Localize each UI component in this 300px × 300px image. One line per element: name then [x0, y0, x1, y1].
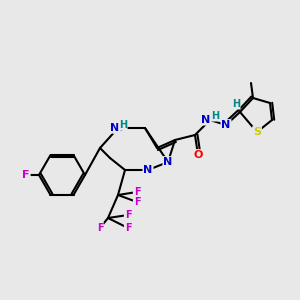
Text: H: H: [211, 111, 219, 121]
Text: F: F: [97, 223, 103, 233]
Text: F: F: [134, 197, 140, 207]
Text: N: N: [164, 157, 172, 167]
Text: N: N: [110, 123, 120, 133]
Text: N: N: [201, 115, 211, 125]
Text: S: S: [253, 127, 261, 137]
Text: F: F: [125, 210, 131, 220]
Text: O: O: [193, 150, 203, 160]
Text: F: F: [125, 223, 131, 233]
Text: H: H: [114, 123, 122, 133]
Text: N: N: [143, 165, 153, 175]
Text: N: N: [221, 120, 231, 130]
Text: H: H: [119, 120, 127, 130]
Text: H: H: [232, 99, 240, 109]
Text: F: F: [22, 170, 30, 180]
Text: F: F: [134, 187, 140, 197]
